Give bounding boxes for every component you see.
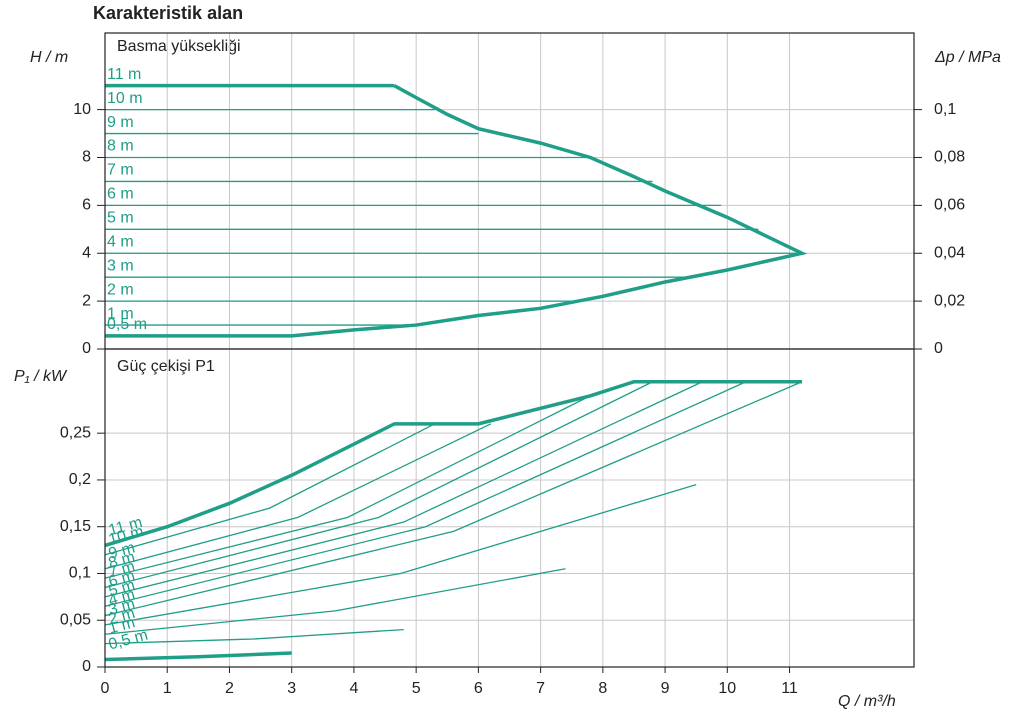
series-line — [104, 568, 566, 635]
y2-tick-label: 0,04 — [934, 244, 965, 261]
x-tick-label: 6 — [474, 680, 483, 697]
line-label: 1 m — [107, 614, 137, 637]
line-label: 4 m — [107, 233, 134, 250]
y-tick-label: 8 — [82, 149, 91, 166]
line-label: 6 m — [107, 186, 134, 203]
panel-title: Güç çekişi P1 — [117, 358, 215, 375]
y-axis-label: H / m — [30, 49, 68, 66]
series-line — [104, 379, 802, 548]
x-tick-label: 0 — [101, 680, 110, 697]
y2-tick-label: 0,08 — [934, 149, 965, 166]
x-tick-label: 8 — [598, 680, 607, 697]
line-label: 8 m — [107, 138, 134, 155]
line-label: 2 m — [107, 605, 137, 628]
series-line — [104, 381, 703, 598]
y-tick-label: 0,25 — [60, 424, 91, 441]
y2-axis-label: Δp / MPa — [934, 49, 1001, 66]
line-label: 8 m — [107, 549, 137, 572]
y2-tick-label: 0,02 — [934, 292, 965, 309]
line-label: 6 m — [107, 567, 137, 590]
series-line — [104, 381, 803, 617]
series-line — [104, 381, 653, 589]
y-tick-label: 0,2 — [69, 471, 91, 488]
y-tick-label: 0 — [82, 340, 91, 357]
line-label: 11 m — [107, 66, 141, 83]
page-title: Karakteristik alan — [93, 3, 243, 23]
line-label: 5 m — [107, 210, 134, 227]
x-tick-label: 7 — [536, 680, 545, 697]
y-tick-label: 0,1 — [69, 565, 91, 582]
series-line — [104, 395, 591, 579]
panel-title: Basma yüksekliği — [117, 38, 241, 55]
series-line — [104, 651, 292, 662]
plot-frame — [104, 348, 915, 668]
y-tick-label: 4 — [82, 244, 91, 261]
x-tick-label: 11 — [781, 680, 798, 697]
y2-tick-label: 0,06 — [934, 197, 965, 214]
line-label: 1 m — [107, 305, 134, 322]
x-tick-label: 9 — [661, 680, 670, 697]
y-tick-label: 2 — [82, 292, 91, 309]
line-label: 5 m — [107, 577, 137, 600]
x-tick-label: 3 — [287, 680, 296, 697]
series-line — [104, 483, 697, 626]
line-label: 9 m — [107, 114, 134, 131]
series-line — [104, 628, 404, 645]
x-tick-label: 1 — [163, 680, 172, 697]
y-tick-label: 6 — [82, 197, 91, 214]
series-line — [104, 423, 436, 556]
series-line — [104, 381, 747, 607]
series-line — [105, 84, 808, 338]
x-axis-label: Q / m³/h — [838, 693, 896, 710]
x-tick-label: 10 — [718, 680, 736, 697]
line-label: 7 m — [107, 162, 134, 179]
y-tick-label: 0,15 — [60, 518, 91, 535]
y-tick-label: 0,05 — [60, 611, 91, 628]
x-tick-label: 2 — [225, 680, 234, 697]
line-label: 10 m — [107, 90, 143, 107]
line-label: 0,5 m — [107, 316, 147, 333]
y2-tick-label: 0,1 — [934, 101, 956, 118]
x-tick-label: 5 — [412, 680, 421, 697]
line-label: 3 m — [107, 257, 134, 274]
line-label: 9 m — [107, 539, 137, 562]
x-tick-label: 4 — [349, 680, 358, 697]
y2-tick-label: 0 — [934, 340, 943, 357]
y-axis-label: P₁ / kW — [14, 368, 68, 385]
line-label: 4 m — [107, 586, 137, 609]
line-label: 7 m — [107, 558, 137, 581]
series-line — [104, 423, 492, 570]
y-tick-label: 10 — [73, 101, 91, 118]
y-tick-label: 0 — [82, 658, 91, 675]
line-label: 3 m — [107, 596, 137, 619]
line-label: 2 m — [107, 281, 134, 298]
